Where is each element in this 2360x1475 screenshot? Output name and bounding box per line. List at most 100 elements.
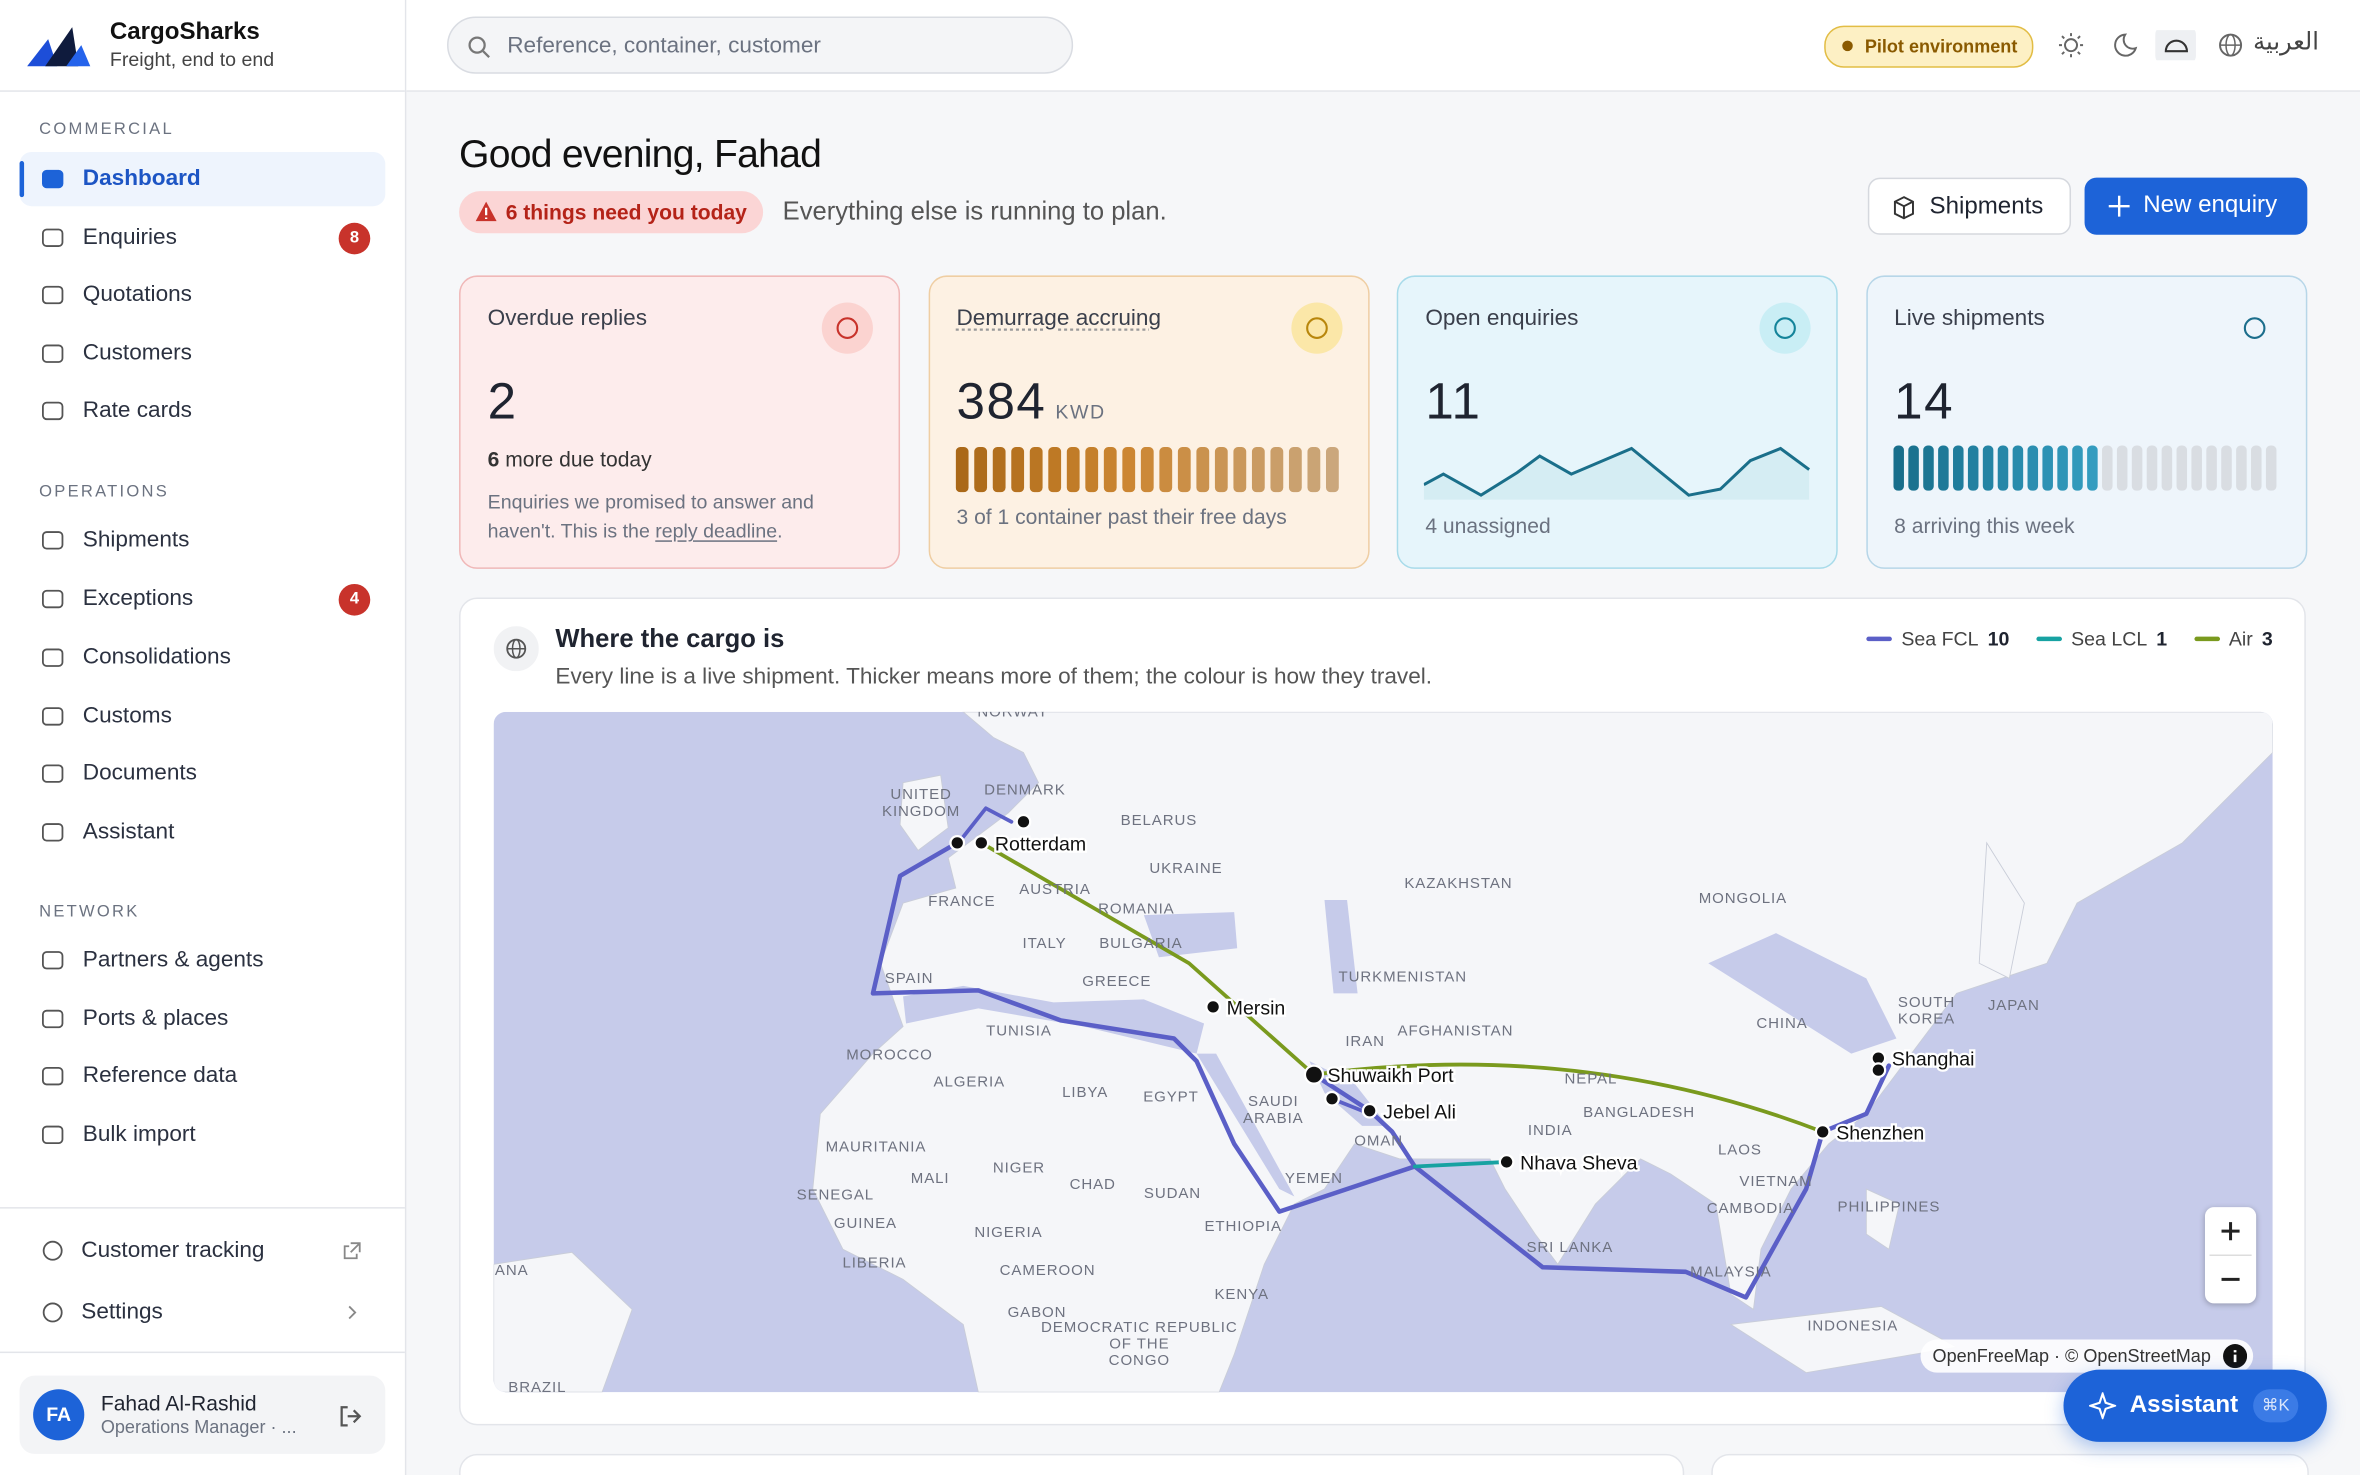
country-label: OMAN [1354,1132,1403,1149]
port-label: Shenzhen [1836,1122,1924,1144]
kpi-card[interactable]: Demurrage accruing 384 KWD 3 of 1 container… [927,275,1369,569]
meter-bar [2101,445,2112,491]
nav-icon [41,531,64,550]
nav-footer-item[interactable]: Settings [20,1285,386,1339]
nav-item[interactable]: Enquiries 8 [20,211,386,265]
attribution[interactable]: OpenFreeMap · © OpenStreetMap [1920,1339,2254,1373]
label-line: SAUDI [1248,1093,1299,1110]
meter-bar [2071,445,2083,491]
meter-bar [1177,447,1190,493]
nav-item[interactable]: Exceptions 4 [20,572,386,626]
user-card[interactable]: FA Fahad Al-Rashid Operations Manager · … [19,1375,386,1454]
theme-icons[interactable] [2053,30,2324,61]
meter-bar [1967,445,1978,491]
icon-shape [343,1242,361,1260]
port-dot [1324,1090,1340,1107]
assistant-button[interactable]: Assistant ⌘K [2063,1369,2327,1442]
meter-bar [1140,447,1153,493]
nav-item[interactable]: Documents [20,747,386,801]
meter-bar [1269,447,1283,493]
legend-count: 10 [1987,627,2010,651]
nav-item[interactable]: Customs [20,689,386,743]
box-icon [1893,196,1914,220]
icon-shape [41,707,64,726]
country-label: CAMBODIA [1707,1200,1794,1217]
meter-bar [1121,447,1135,493]
search[interactable]: Reference, container, customer [447,16,1074,74]
shipments-button[interactable]: Shipments [1867,177,2072,235]
country-label: CHINA [1756,1015,1807,1032]
sparkline-area [1423,448,1810,500]
country-label: GREECE [1082,973,1151,990]
nav-label: Reference data [82,1062,238,1089]
nav-icon [41,1125,64,1145]
card-title: Open enquiries [1425,305,1579,332]
meter-bar [2041,445,2053,491]
user-name: Fahad Al-Rashid [100,1390,257,1415]
environment-label: Pilot environment [1864,36,2018,58]
meter-bar [1010,447,1024,493]
label-line: UNITED [890,786,951,803]
chevron [348,1305,357,1320]
sparkline [1423,446,1811,500]
icon-shape [41,951,64,970]
meter-bar [2086,445,2097,491]
country-label: YEMEN [1285,1170,1343,1187]
country-label: SOUTH KOREA [1898,994,1955,1028]
nav-item[interactable]: Customers [20,327,386,381]
logout-icon[interactable] [339,1404,363,1428]
icon-shape [41,1125,64,1145]
logo [27,27,91,67]
nav-item[interactable]: Shipments [20,513,386,567]
card-value: 14 [1894,373,1954,432]
meter-bar [2160,445,2172,491]
legend-name: Sea FCL [1901,627,1979,651]
nav-item[interactable]: Reference data [20,1049,386,1103]
desc-link[interactable]: reply deadline [655,519,778,542]
icon-shape [42,1240,63,1261]
nav-item[interactable]: Rate cards [20,384,386,438]
port-dot [1015,813,1032,830]
topbar: Reference, container, customer Pilot env… [406,0,2360,92]
value: 2 [487,373,518,431]
card-title: Demurrage accruing [956,305,1162,332]
icon-shape [42,1302,63,1323]
kpi-card[interactable]: Overdue replies 2 6 more due today Enquirie… [459,275,901,569]
plus-icon [2108,195,2130,217]
country-label: JAPAN [1988,997,2040,1014]
attribution-text: OpenFreeMap · © OpenStreetMap [1932,1345,2211,1367]
nav-item[interactable]: Quotations [20,268,386,322]
country-label: LAOS [1718,1141,1762,1158]
country-label: LIBYA [1062,1084,1108,1101]
nav-item[interactable]: Partners & agents [20,933,386,987]
country-label: GUINEA [834,1215,897,1232]
map[interactable]: NORWAY UNITED KINGDOM DENMARK BELARUS UKRAINE… [493,711,2273,1393]
nav-icon [41,589,64,609]
icon-shape [1774,317,1796,339]
alert-pill[interactable]: 6 things need you today [459,191,764,234]
nav-footer-item[interactable]: Customer tracking [20,1224,386,1278]
new-enquiry-button[interactable]: New enquiry [2084,177,2308,235]
port-label: Nhava Sheva [1520,1152,1637,1174]
kpi-card[interactable]: Live shipments 14 8 arriving this week [1865,275,2307,569]
kpi-card[interactable]: Open enquiries 11 4 unassigned [1396,275,1838,569]
language[interactable]: العربية [2253,30,2319,56]
nav-label: Rate cards [82,397,192,423]
nav-item[interactable]: Ports & places [20,992,386,1046]
globe-icon [493,626,539,672]
meter-bar [2026,445,2038,491]
zoom-buttons[interactable] [2205,1207,2256,1303]
nav-item[interactable]: Consolidations [20,631,386,685]
value: 11 [1425,373,1482,431]
nav-item[interactable]: Dashboard [19,152,386,207]
value: 14 [1894,373,1955,431]
label-line: SOUTH [1898,994,1955,1011]
nav-icon [42,1302,63,1323]
legend-item: Air 3 [2194,628,2273,650]
nav-item[interactable]: Bulk import [20,1108,386,1162]
avatar: FA [33,1389,85,1441]
country-label: AUSTRIA [1019,881,1091,898]
panel [459,1453,1685,1475]
nav-item[interactable]: Assistant [20,805,386,859]
nav-label: Ports & places [82,1005,229,1031]
